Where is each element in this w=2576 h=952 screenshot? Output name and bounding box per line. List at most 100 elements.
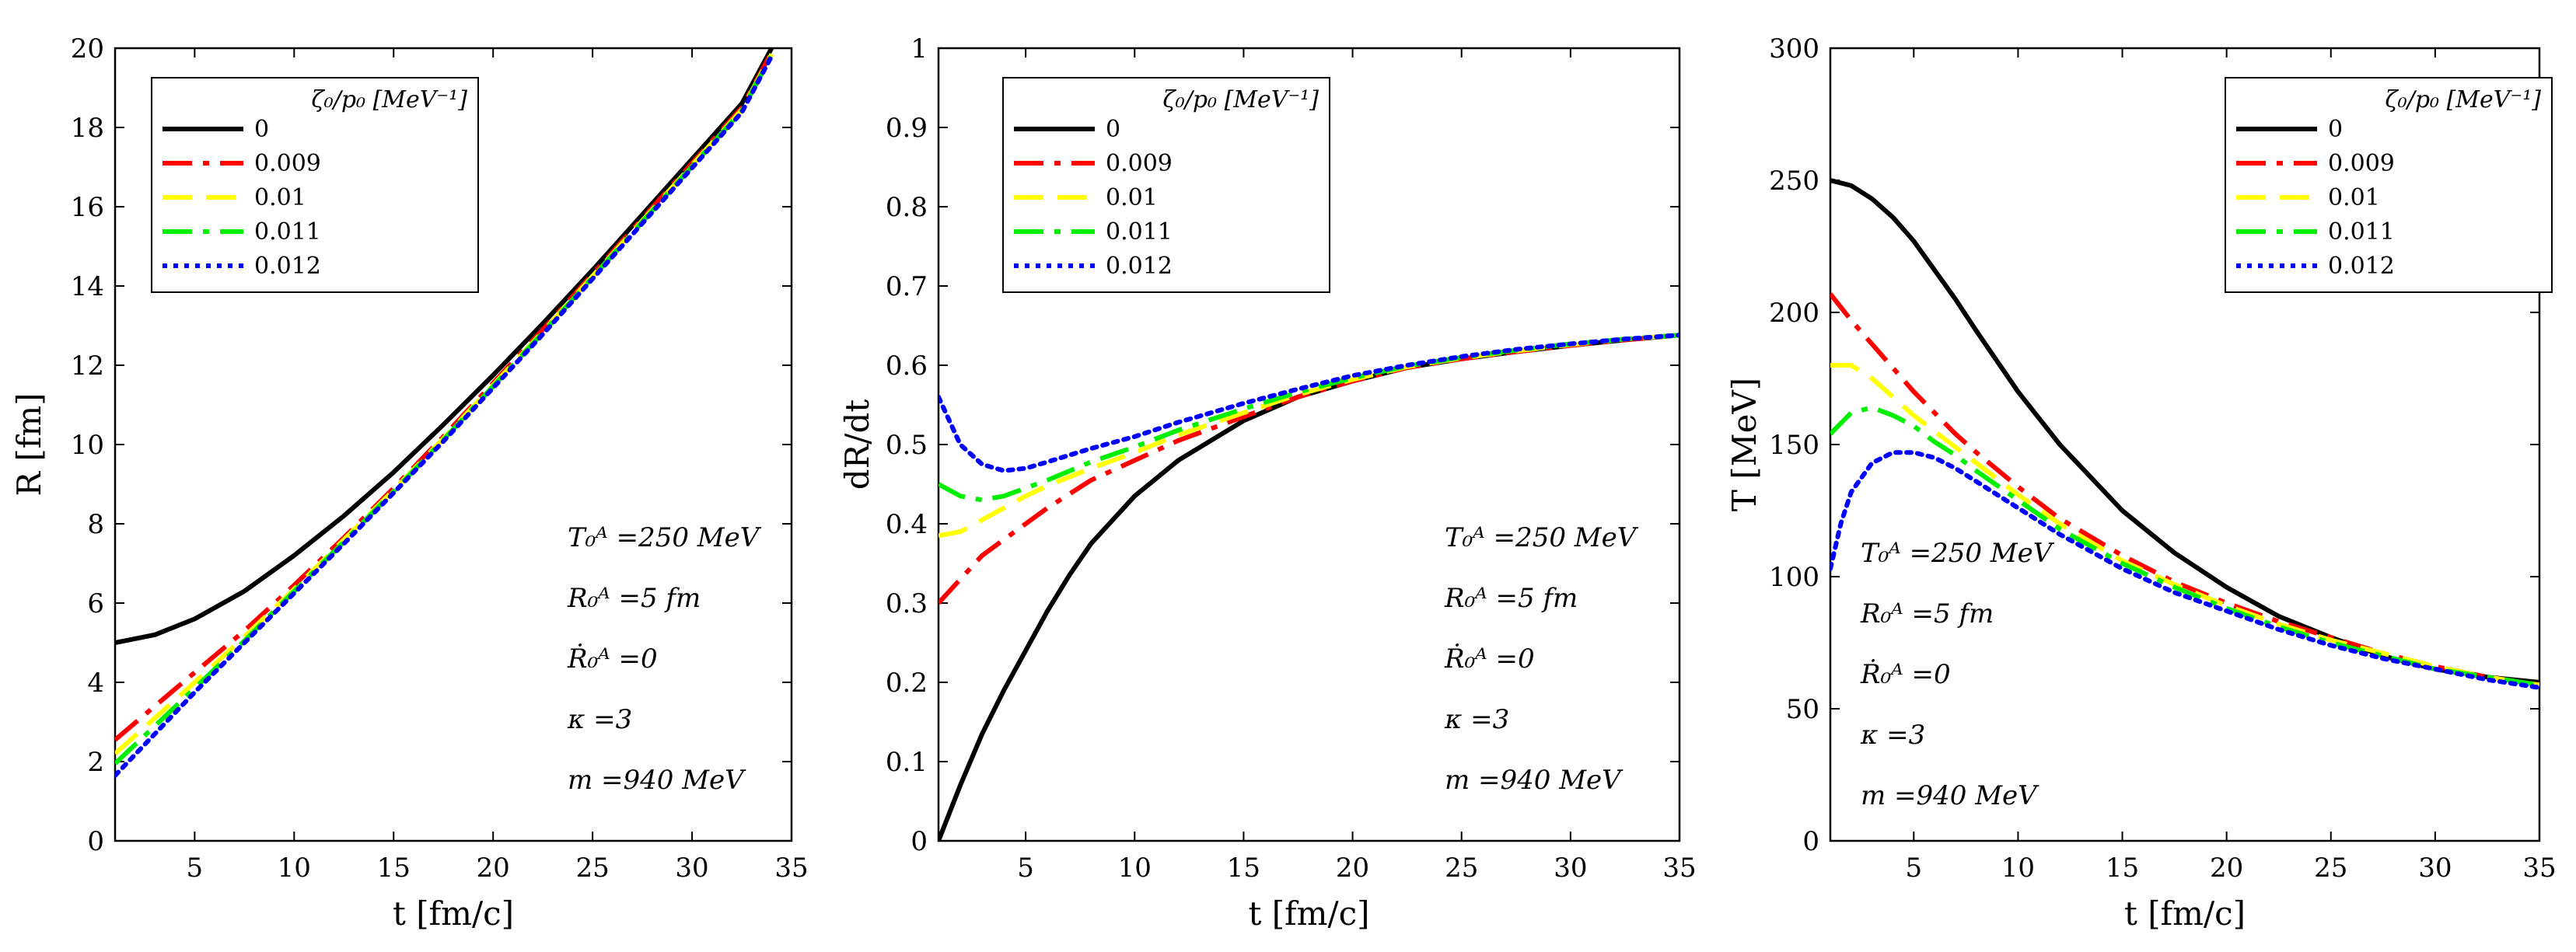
x-tick-label: 25 <box>575 853 609 884</box>
annotation-text: m =940 MeV <box>1445 765 1624 796</box>
x-tick-label: 10 <box>2001 853 2035 884</box>
y-tick-label: 4 <box>87 668 104 699</box>
y-axis-label: T [MeV] <box>1725 378 1763 511</box>
y-tick-label: 12 <box>71 350 104 382</box>
x-tick-label: 30 <box>1554 853 1587 884</box>
y-tick-label: 0 <box>1802 826 1819 857</box>
annotation-text: κ =3 <box>1444 704 1509 735</box>
y-tick-label: 0.2 <box>886 668 928 699</box>
parameter-annotations: T₀ᴬ =250 MeV R₀ᴬ =5 fm Ṙ₀ᴬ =0 κ =3 m =940 Me… <box>1444 522 1639 796</box>
legend-box <box>1002 77 1330 293</box>
series-line-0.009 <box>938 333 1679 605</box>
series-line-0.011 <box>938 333 1679 503</box>
y-tick-label: 0 <box>87 826 104 857</box>
legend-box <box>2225 77 2553 293</box>
series-line-0.012 <box>115 54 774 778</box>
x-tick-label: 5 <box>187 853 204 884</box>
y-tick-label: 2 <box>87 747 104 778</box>
y-tick-label: 300 <box>1769 33 1819 65</box>
x-axis-label: t [fm/c] <box>393 894 514 933</box>
legend-box <box>151 77 479 293</box>
series-line-0 <box>1830 178 2539 685</box>
y-tick-label: 0.3 <box>886 588 928 619</box>
series-line-0.01 <box>938 333 1679 539</box>
series-line-0.01 <box>1830 363 2539 688</box>
annotation-text: R₀ᴬ =5 fm <box>1860 598 1994 629</box>
x-tick-label: 5 <box>1905 853 1922 884</box>
legend-label: 0.011 <box>1106 218 1173 246</box>
series-line-0.012 <box>1830 450 2539 690</box>
legend-label: 0.01 <box>2328 184 2380 211</box>
legend-title: ζ₀/p₀ [MeV⁻¹] <box>2385 86 2541 113</box>
legend-title: ζ₀/p₀ [MeV⁻¹] <box>311 86 467 113</box>
legend-label: 0.01 <box>254 184 306 211</box>
x-tick-label: 5 <box>1017 853 1034 884</box>
chart-panel-3: 5 10 15 20 25 30 35 0 50 100 150 200 250 300 t [fm/c] T… <box>1725 33 2557 933</box>
legend-label: 0 <box>1106 116 1120 143</box>
x-tick-label: 25 <box>2314 853 2347 884</box>
legend: ζ₀/p₀ [MeV⁻¹] 0 0.009 0.01 0.011 0.012 <box>2225 77 2553 293</box>
y-tick-label: 0.9 <box>886 113 928 144</box>
annotation-text: T₀ᴬ =250 MeV <box>568 522 762 553</box>
legend: ζ₀/p₀ [MeV⁻¹] 0 0.009 0.01 0.011 0.012 <box>151 77 479 293</box>
legend-label: 0.012 <box>254 253 321 280</box>
x-tick-label: 35 <box>2522 853 2556 884</box>
y-tick-label: 0.5 <box>886 430 928 461</box>
series-line-0.012 <box>938 333 1679 473</box>
legend-label: 0.009 <box>1106 150 1173 177</box>
x-tick-label: 35 <box>1662 853 1696 884</box>
y-tick-label: 0.4 <box>886 509 928 540</box>
x-tick-label: 25 <box>1445 853 1478 884</box>
annotation-text: R₀ᴬ =5 fm <box>567 583 701 614</box>
y-tick-label: 150 <box>1769 430 1819 461</box>
legend-label: 0.011 <box>254 218 321 246</box>
y-tick-label: 10 <box>71 430 104 461</box>
y-tick-label: 200 <box>1769 298 1819 329</box>
annotation-text: m =940 MeV <box>568 765 746 796</box>
y-tick-label: 0.1 <box>886 747 928 778</box>
series-group <box>938 333 1679 841</box>
x-tick-label: 20 <box>2210 853 2243 884</box>
y-tick-label: 0.6 <box>886 350 928 382</box>
x-tick-label: 15 <box>2106 853 2139 884</box>
x-tick-label: 30 <box>675 853 708 884</box>
y-tick-label: 0 <box>911 826 928 857</box>
y-tick-label: 0.8 <box>886 192 928 223</box>
annotation-text: Ṙ₀ᴬ =0 <box>1860 659 1951 690</box>
x-tick-label: 35 <box>774 853 808 884</box>
parameter-annotations: T₀ᴬ =250 MeV R₀ᴬ =5 fm Ṙ₀ᴬ =0 κ =3 m =940 Me… <box>567 522 762 796</box>
legend-label: 0 <box>2328 116 2343 143</box>
series-group <box>115 48 774 778</box>
x-tick-label: 15 <box>1227 853 1260 884</box>
x-axis-label: t [fm/c] <box>1248 894 1369 933</box>
legend-label: 0.012 <box>1106 253 1173 280</box>
x-tick-label: 20 <box>477 853 510 884</box>
y-tick-label: 100 <box>1769 562 1819 593</box>
x-tick-label: 20 <box>1336 853 1369 884</box>
x-tick-label: 15 <box>377 853 411 884</box>
annotation-text: Ṙ₀ᴬ =0 <box>567 643 658 675</box>
legend: ζ₀/p₀ [MeV⁻¹] 0 0.009 0.01 0.011 0.012 <box>1002 77 1330 293</box>
x-tick-label: 10 <box>278 853 311 884</box>
y-tick-label: 16 <box>71 192 104 223</box>
legend-label: 0.011 <box>2328 218 2395 246</box>
x-axis-label: t [fm/c] <box>2124 894 2246 933</box>
chart-panel-1: 5 10 15 20 25 30 35 0 2 4 6 8 10 12 14 16 18 20 t [fm/c] R … <box>10 33 809 933</box>
annotation-text: T₀ᴬ =250 MeV <box>1861 538 2055 569</box>
annotation-text: Ṙ₀ᴬ =0 <box>1444 643 1535 675</box>
legend-label: 0.01 <box>1106 184 1158 211</box>
series-line-0 <box>115 48 774 645</box>
parameter-annotations: T₀ᴬ =250 MeV R₀ᴬ =5 fm Ṙ₀ᴬ =0 κ =3 m =940 Me… <box>1860 538 2055 811</box>
y-tick-label: 50 <box>1786 694 1819 725</box>
y-tick-label: 18 <box>71 113 104 144</box>
legend-label: 0.012 <box>2328 253 2395 280</box>
y-axis-label: dR/dt <box>838 399 876 490</box>
y-tick-label: 0.7 <box>886 271 928 302</box>
annotation-text: m =940 MeV <box>1861 780 2039 811</box>
series-line-0.011 <box>1830 405 2539 688</box>
legend-label: 0.009 <box>2328 150 2395 177</box>
y-tick-label: 20 <box>71 33 104 65</box>
y-tick-label: 8 <box>87 509 104 540</box>
x-tick-label: 30 <box>2418 853 2452 884</box>
